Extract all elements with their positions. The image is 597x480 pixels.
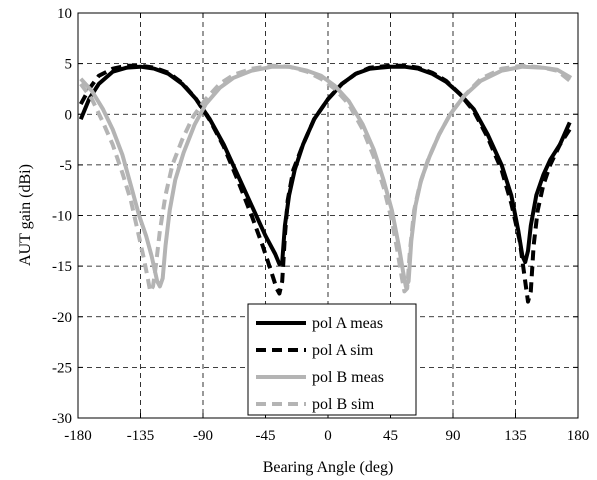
x-tick-label: -180 xyxy=(64,428,92,444)
legend-label: pol A sim xyxy=(312,342,374,359)
grid xyxy=(78,13,578,418)
legend: pol A meas pol A sim pol B meas pol B sim xyxy=(247,303,417,416)
legend-label: pol B meas xyxy=(312,369,384,386)
x-tick-label: 180 xyxy=(567,428,590,444)
y-tick-label: 0 xyxy=(65,107,73,123)
x-tick-label: 0 xyxy=(324,428,332,444)
y-tick-label: 10 xyxy=(57,6,72,22)
series-line-pol-a-sim xyxy=(79,63,572,304)
y-axis-label: AUT gain (dBi) xyxy=(17,164,34,266)
x-tick-label: 45 xyxy=(383,428,398,444)
x-tick-label: 135 xyxy=(504,428,527,444)
x-tick-label: 90 xyxy=(446,428,461,444)
y-tick-label: -20 xyxy=(52,310,72,326)
tick-labels: -180 -135 -90 -45 0 45 90 135 180 10 5 0 -5 -10 -15 -20… xyxy=(52,6,589,444)
y-tick-label: -30 xyxy=(52,411,72,427)
legend-label: pol B sim xyxy=(312,396,375,413)
y-tick-label: -15 xyxy=(52,259,72,275)
x-axis-label: Bearing Angle (deg) xyxy=(263,459,394,476)
x-tick-label: -90 xyxy=(193,428,213,444)
y-tick-label: -25 xyxy=(52,360,72,376)
series-line-pol-b-sim xyxy=(79,63,573,294)
y-tick-label: 5 xyxy=(65,57,73,73)
y-tick-label: -10 xyxy=(52,209,72,225)
legend-label: pol A meas xyxy=(312,315,383,332)
series-layer xyxy=(78,63,573,304)
x-tick-label: -135 xyxy=(127,428,155,444)
y-tick-label: -5 xyxy=(60,158,73,174)
x-tick-label: -45 xyxy=(256,428,276,444)
